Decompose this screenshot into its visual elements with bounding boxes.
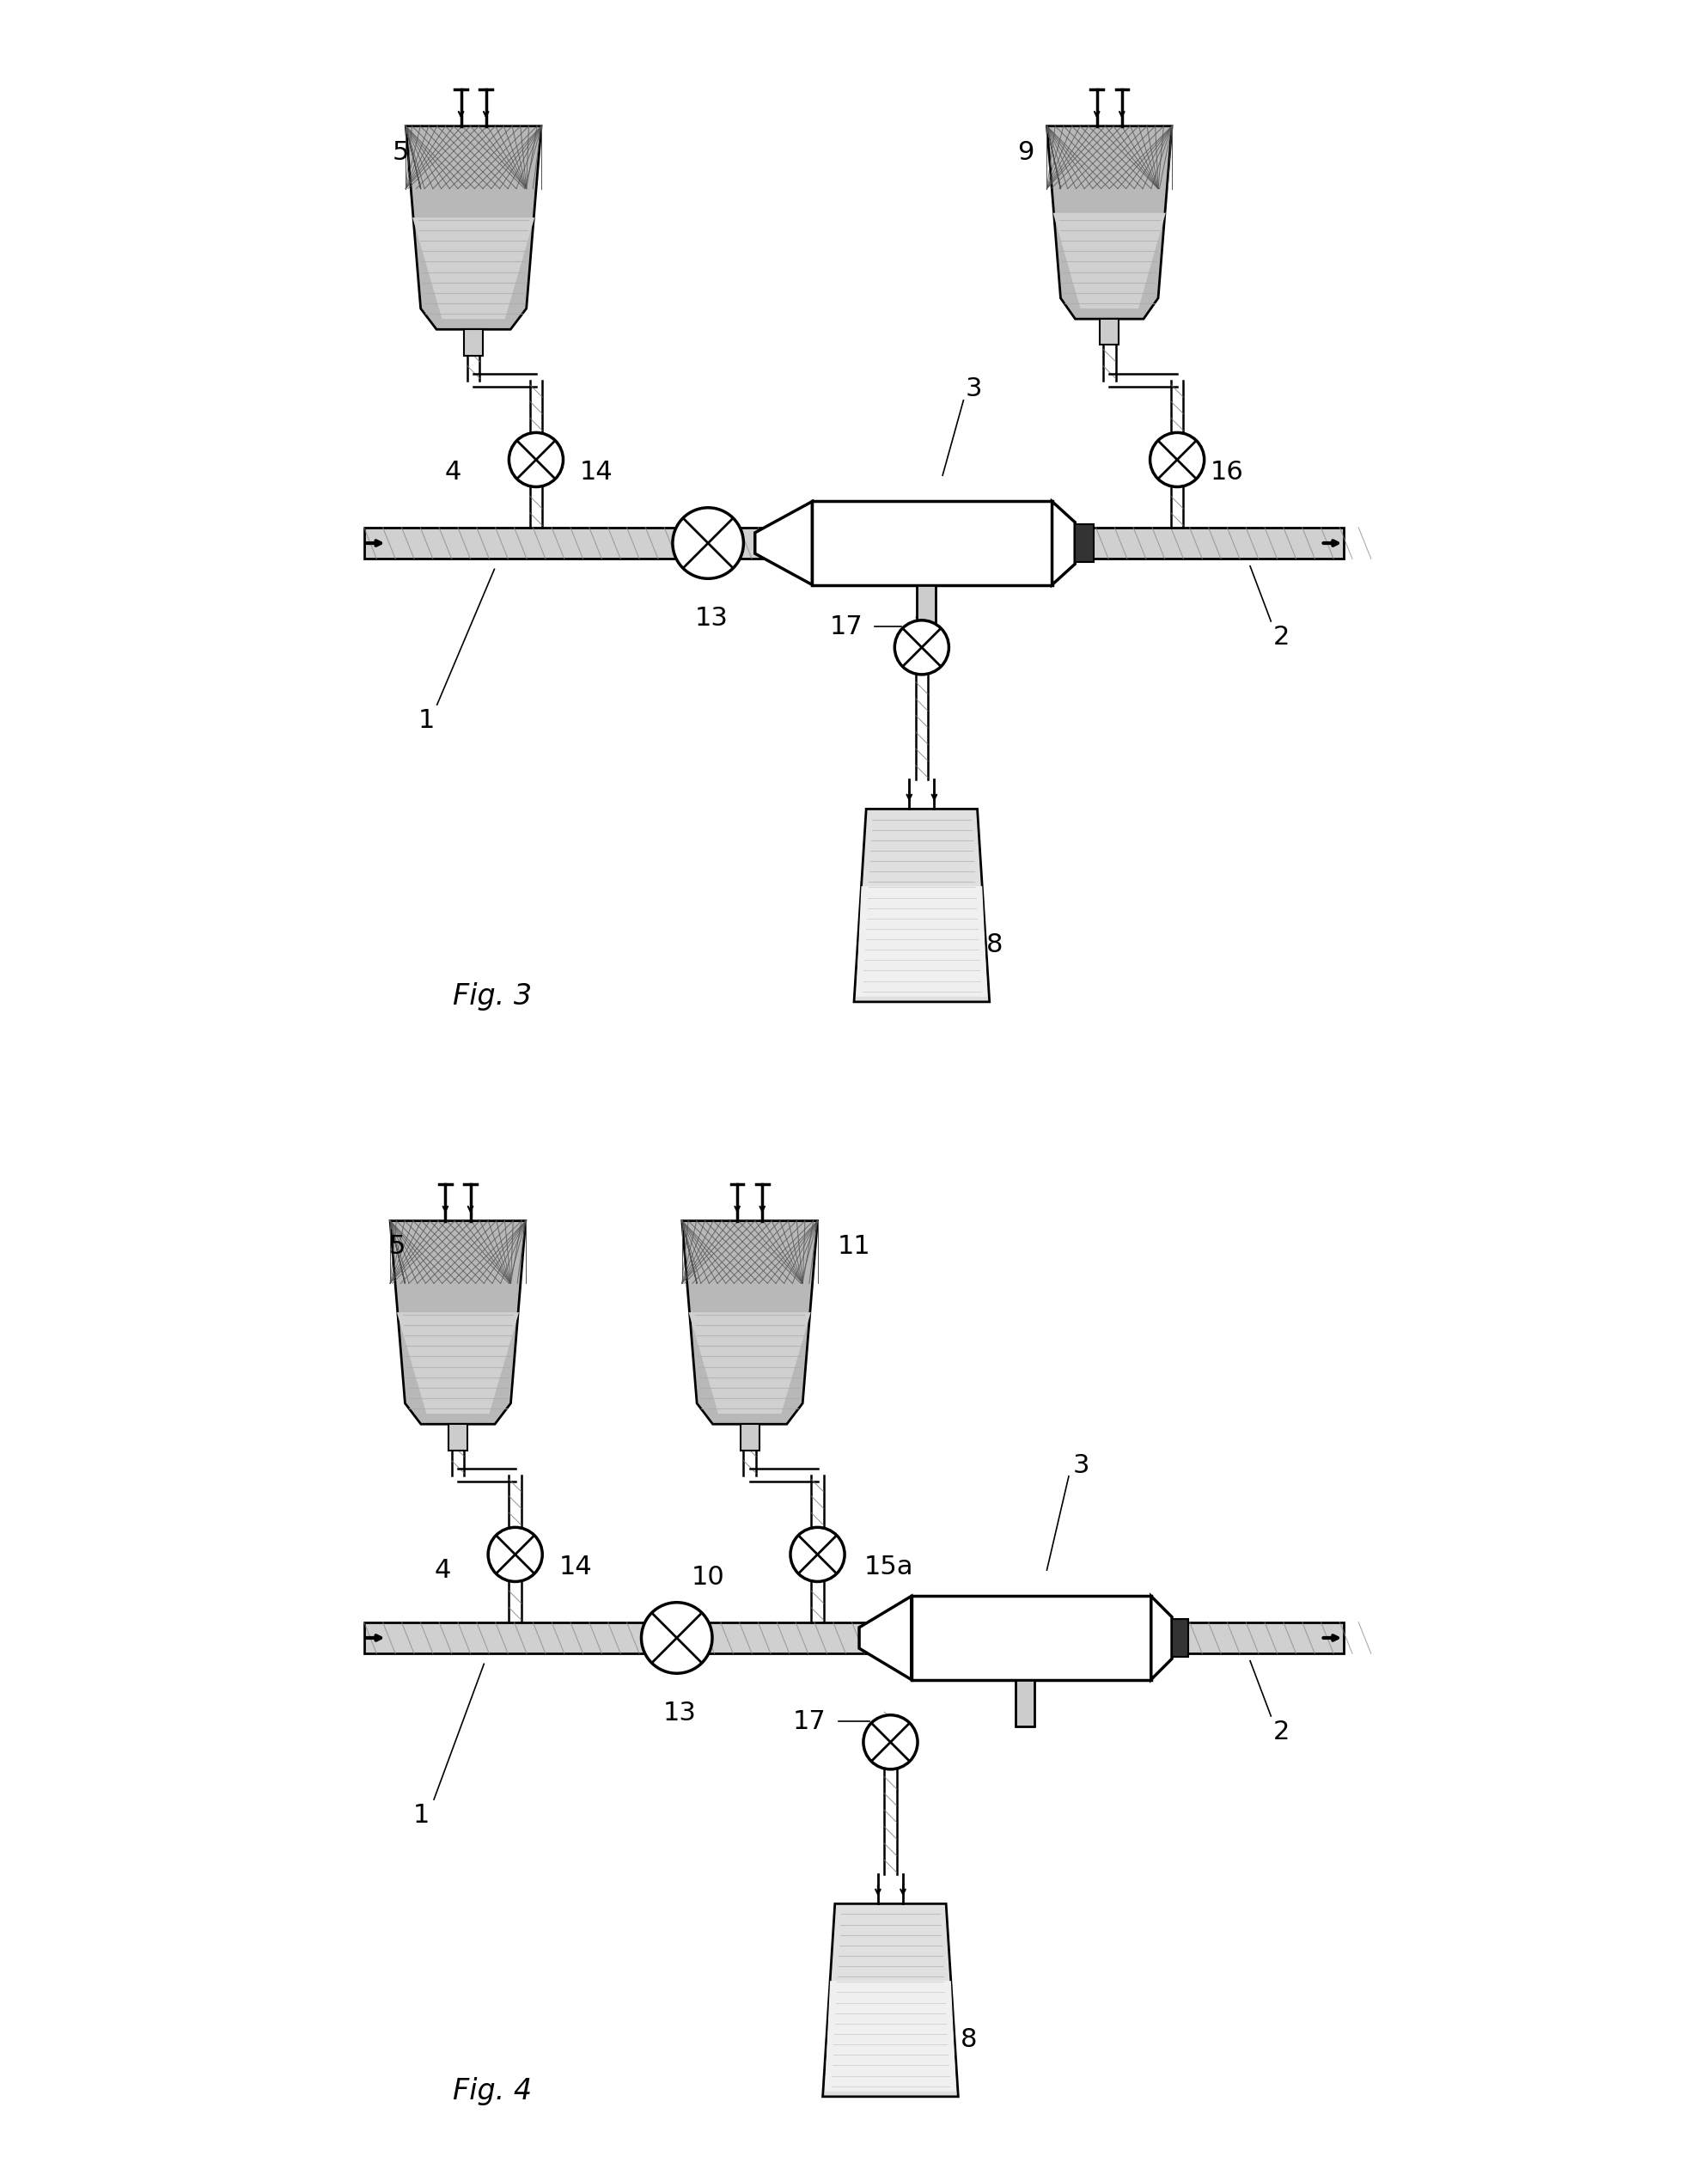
Bar bbox=[465, 329, 483, 356]
Text: 8: 8 bbox=[960, 2026, 977, 2052]
Text: 2: 2 bbox=[1272, 624, 1290, 650]
Polygon shape bbox=[412, 218, 535, 318]
Polygon shape bbox=[755, 502, 813, 585]
Bar bbox=[1100, 318, 1119, 345]
Text: 1: 1 bbox=[413, 1804, 430, 1828]
Circle shape bbox=[673, 508, 743, 578]
Text: 4: 4 bbox=[444, 460, 461, 484]
Circle shape bbox=[1149, 432, 1204, 486]
Text: 14: 14 bbox=[559, 1555, 593, 1579]
Polygon shape bbox=[1054, 214, 1167, 308]
Text: 17: 17 bbox=[793, 1710, 827, 1734]
Text: 15a: 15a bbox=[864, 1555, 914, 1579]
Bar bbox=[449, 1424, 468, 1450]
Polygon shape bbox=[407, 126, 541, 329]
Text: 13: 13 bbox=[663, 1701, 697, 1725]
Polygon shape bbox=[396, 1313, 519, 1413]
Bar bbox=[1074, 523, 1093, 563]
Polygon shape bbox=[1047, 126, 1172, 318]
Polygon shape bbox=[856, 885, 987, 997]
Bar bbox=[364, 528, 1344, 558]
Circle shape bbox=[509, 432, 564, 486]
Bar bbox=[740, 1424, 758, 1450]
Polygon shape bbox=[688, 1313, 811, 1413]
Text: Fig. 3: Fig. 3 bbox=[453, 981, 531, 1010]
Polygon shape bbox=[859, 1596, 912, 1679]
Bar bbox=[364, 1623, 1344, 1653]
Text: 14: 14 bbox=[581, 460, 613, 484]
Text: 13: 13 bbox=[695, 606, 728, 630]
Text: 5: 5 bbox=[393, 140, 408, 164]
Bar bbox=[813, 502, 1052, 585]
Text: 8: 8 bbox=[986, 931, 1003, 957]
Bar bbox=[1016, 1679, 1035, 1727]
Text: 3: 3 bbox=[965, 377, 982, 401]
Circle shape bbox=[488, 1527, 543, 1581]
Text: 1: 1 bbox=[418, 709, 436, 733]
Bar bbox=[1172, 1618, 1189, 1658]
Polygon shape bbox=[854, 809, 989, 1001]
Polygon shape bbox=[681, 1221, 818, 1424]
Text: 5: 5 bbox=[389, 1234, 407, 1258]
Text: Fig. 4: Fig. 4 bbox=[453, 2076, 531, 2105]
Text: 3: 3 bbox=[1073, 1453, 1090, 1479]
Circle shape bbox=[863, 1714, 917, 1769]
Text: 17: 17 bbox=[830, 615, 863, 639]
Polygon shape bbox=[825, 1980, 956, 2092]
Text: 11: 11 bbox=[837, 1234, 871, 1258]
Polygon shape bbox=[389, 1221, 526, 1424]
Polygon shape bbox=[1052, 502, 1074, 585]
Text: 4: 4 bbox=[434, 1557, 451, 1583]
Bar bbox=[912, 1596, 1151, 1679]
Circle shape bbox=[791, 1527, 845, 1581]
Text: 10: 10 bbox=[692, 1566, 724, 1590]
Text: 9: 9 bbox=[1018, 140, 1035, 164]
Text: 16: 16 bbox=[1211, 460, 1243, 484]
Circle shape bbox=[895, 619, 950, 674]
Text: 2: 2 bbox=[1272, 1719, 1290, 1745]
Bar bbox=[917, 585, 936, 632]
Circle shape bbox=[640, 1603, 712, 1673]
Polygon shape bbox=[823, 1904, 958, 2096]
Polygon shape bbox=[1151, 1596, 1172, 1679]
